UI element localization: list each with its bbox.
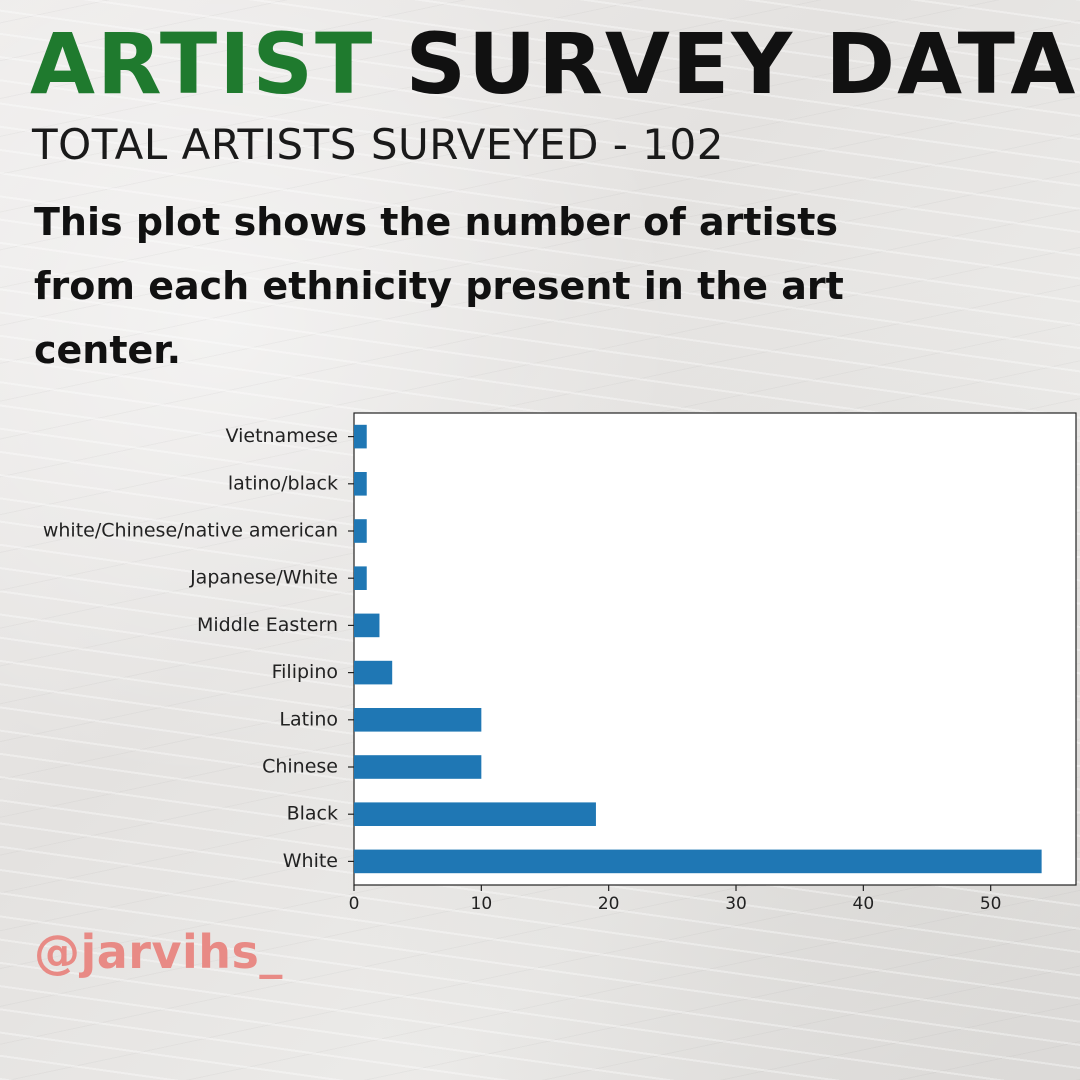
x-tick-label: 20 (598, 894, 620, 914)
bars (354, 424, 1042, 874)
bar (354, 472, 367, 496)
y-tick-label: white/Chinese/native american (43, 520, 338, 542)
title-accent: ARTIST (30, 15, 375, 113)
bar (354, 849, 1042, 874)
x-tick-label: 40 (853, 894, 875, 914)
bar (354, 708, 482, 732)
y-tick-label: latino/black (228, 472, 338, 494)
bar (354, 660, 393, 685)
bar (354, 519, 367, 543)
y-tick-label: Middle Eastern (197, 614, 338, 636)
x-tick-label: 30 (725, 894, 747, 914)
description: This plot shows the number of artists fr… (34, 200, 844, 372)
subtitle: TOTAL ARTISTS SURVEYED - 102 (32, 120, 724, 169)
bar (354, 613, 380, 638)
y-tick-label: Latino (279, 708, 338, 730)
page-title: ARTIST SURVEY DATA (30, 14, 1077, 114)
y-tick-label: Filipino (272, 661, 338, 683)
y-tick-label: Japanese/White (189, 567, 338, 589)
x-axis: 0 10 20 30 40 50 (349, 885, 1002, 914)
bar (354, 802, 596, 826)
x-tick-label: 0 (349, 894, 360, 914)
x-tick-label: 50 (980, 894, 1002, 914)
y-tick-label: Black (287, 803, 338, 825)
y-axis: White Black Chinese Latino Filipino Middle Ea… (43, 425, 354, 872)
y-tick-label: Vietnamese (226, 425, 338, 447)
y-tick-label: White (283, 850, 338, 872)
bar-chart: White Black Chinese Latino Filipino Middle Ea… (43, 412, 1077, 914)
title-rest: SURVEY DATA (405, 15, 1078, 113)
x-tick-label: 10 (471, 894, 493, 914)
author-handle: @jarvihs_ (34, 925, 283, 979)
bar (354, 566, 367, 590)
y-tick-label: Chinese (262, 756, 338, 778)
bar (354, 755, 482, 779)
bar (354, 424, 367, 449)
